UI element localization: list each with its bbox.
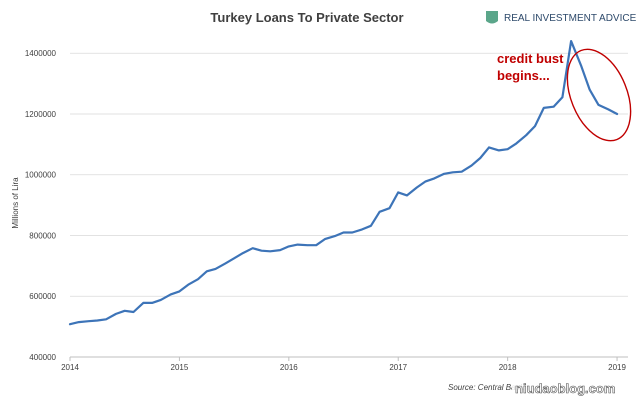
y-tick-label: 800000 [29,231,56,240]
x-tick-label: 2017 [389,363,407,372]
x-tick-label: 2019 [608,363,626,372]
series-line [68,39,619,326]
brand-name: REAL INVESTMENT ADVICE [504,13,637,24]
watermark-backdrop [512,379,638,397]
annotation-ellipse [566,48,632,142]
y-tick-label: 1400000 [25,49,57,58]
y-tick-label: 1200000 [25,110,57,119]
annotation-line-2: begins... [497,68,550,83]
annotation-line-1: credit bust [497,51,564,66]
source-note: Source: Central Bank [448,383,525,392]
x-tick-label: 2014 [61,363,79,372]
chart-title: Turkey Loans To Private Sector [210,10,403,25]
brand-logo-icon [486,11,498,24]
axes: 400000 600000 800000 1000000 1200000 1400000 2… [25,49,628,372]
x-tick-label: 2018 [499,363,517,372]
brand-logo: REAL INVESTMENT ADVICE [486,11,637,24]
x-tick-label: 2016 [280,363,298,372]
series-layer [68,39,619,326]
x-tick-label: 2015 [171,363,189,372]
y-tick-label: 1000000 [25,171,57,180]
y-tick-label: 600000 [29,292,56,301]
gridlines [70,52,628,358]
watermark-text: niudaoblog.com [515,381,615,396]
y-axis-label: Millions of Lira [11,177,20,229]
y-tick-label: 400000 [29,353,56,362]
